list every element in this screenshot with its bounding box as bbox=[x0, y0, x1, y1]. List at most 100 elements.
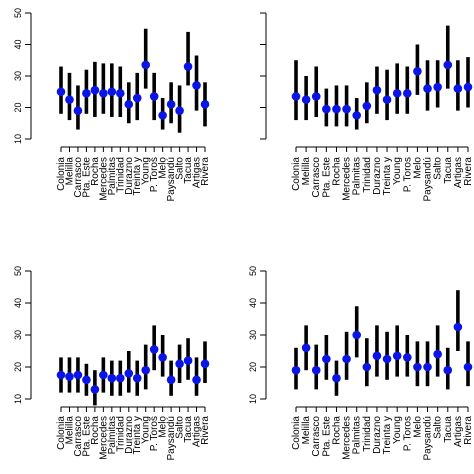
data-point bbox=[423, 84, 432, 93]
x-tick-label: Pta. Este bbox=[321, 416, 332, 457]
data-point bbox=[115, 89, 125, 98]
x-tick-label: Artigas bbox=[192, 157, 203, 188]
x-tick-label: Rivera bbox=[463, 157, 474, 186]
data-point bbox=[352, 111, 362, 120]
x-tick-label: Rivera bbox=[463, 416, 474, 445]
x-tick-label: Palmitas bbox=[352, 157, 363, 195]
x-tick-label: Tacua bbox=[183, 416, 194, 443]
data-point bbox=[423, 362, 432, 372]
x-tick-label: Tacua bbox=[443, 157, 454, 184]
data-point bbox=[443, 365, 453, 375]
data-point bbox=[402, 353, 412, 362]
x-tick-label: P. Toros bbox=[149, 157, 160, 192]
data-point bbox=[463, 82, 473, 92]
x-tick-label: Treinta y bbox=[132, 416, 143, 455]
data-point bbox=[183, 356, 193, 365]
data-point bbox=[382, 95, 392, 104]
data-point bbox=[56, 370, 66, 380]
data-point bbox=[453, 322, 463, 332]
y-tick-label: 20 bbox=[13, 102, 23, 112]
x-tick-label: Young bbox=[392, 416, 403, 444]
data-point bbox=[291, 92, 301, 101]
data-point bbox=[124, 369, 134, 378]
data-point bbox=[382, 354, 392, 364]
data-point bbox=[107, 87, 117, 97]
y-tick-label: 30 bbox=[248, 330, 258, 340]
data-point bbox=[362, 362, 372, 372]
x-tick-label: Mercedes bbox=[98, 416, 109, 460]
x-tick-label: Durazno bbox=[372, 416, 383, 454]
data-point bbox=[301, 95, 311, 104]
x-tick-label: Colonia bbox=[56, 416, 67, 450]
data-point bbox=[372, 351, 382, 361]
x-tick-label: Melilla bbox=[64, 416, 75, 445]
x-tick-label: Carrasco bbox=[73, 157, 84, 198]
data-point bbox=[124, 100, 134, 109]
data-point bbox=[183, 62, 193, 71]
data-point bbox=[362, 101, 372, 111]
data-point bbox=[322, 104, 331, 114]
x-tick-label: Salto bbox=[433, 416, 444, 439]
x-tick-label: Melo bbox=[158, 416, 169, 438]
x-tick-label: Young bbox=[141, 416, 152, 444]
x-tick-label: Carrasco bbox=[311, 157, 322, 198]
x-tick-label: Young bbox=[141, 157, 152, 185]
y-tick-label: 30 bbox=[13, 330, 23, 340]
x-tick-label: Artigas bbox=[192, 416, 203, 447]
data-point bbox=[342, 354, 351, 364]
y-tick-label: 50 bbox=[13, 8, 23, 18]
x-tick-label: Trinidad bbox=[115, 416, 126, 452]
y-tick-label: 10 bbox=[13, 134, 23, 144]
x-tick-label: Paysandú bbox=[166, 416, 177, 460]
x-tick-label: Rivera bbox=[200, 157, 211, 186]
x-tick-label: Mercedes bbox=[342, 416, 353, 460]
x-tick-label: Artigas bbox=[453, 416, 464, 447]
data-point bbox=[158, 353, 167, 362]
x-tick-label: Palmitas bbox=[107, 157, 118, 195]
data-point bbox=[322, 354, 331, 364]
panel-top-right: Colonia Melilla Carrasco Pta. Este Rocha Merc… bbox=[260, 12, 474, 201]
x-tick-label: Carrasco bbox=[311, 416, 322, 457]
x-tick-label: Durazno bbox=[124, 416, 135, 454]
data-point bbox=[352, 330, 362, 340]
x-tick-label: Carrasco bbox=[73, 416, 84, 457]
data-point bbox=[200, 359, 210, 369]
data-point bbox=[132, 373, 142, 383]
x-tick-label: Treinta y bbox=[382, 416, 393, 455]
x-tick-label: Mercedes bbox=[342, 157, 353, 201]
x-tick-label: Treinta y bbox=[382, 157, 393, 196]
data-point bbox=[149, 345, 159, 354]
data-point bbox=[332, 104, 341, 114]
data-point bbox=[132, 93, 142, 103]
data-point bbox=[311, 365, 321, 375]
data-point bbox=[463, 362, 473, 372]
y-tick-label: 20 bbox=[248, 362, 258, 372]
x-tick-label: Melilla bbox=[64, 157, 75, 186]
data-point bbox=[332, 373, 341, 383]
panel-bottom-right: 10 20 30 40 50 Colonia Melilla Carrasco Pta. Est… bbox=[248, 266, 474, 460]
x-tick-label: Durazno bbox=[124, 157, 135, 195]
x-tick-label: Colonia bbox=[56, 157, 67, 191]
x-tick-label: Rivera bbox=[200, 416, 211, 445]
data-point bbox=[82, 375, 91, 385]
x-tick-label: Treinta y bbox=[132, 157, 143, 196]
x-tick-label: Paysandú bbox=[423, 416, 434, 460]
y-tick-label: 50 bbox=[13, 266, 23, 276]
x-tick-label: Palmitas bbox=[352, 416, 363, 454]
x-tick-label: Trinidad bbox=[362, 157, 373, 193]
x-tick-label: Salto bbox=[175, 416, 186, 439]
data-point bbox=[166, 100, 176, 109]
x-tick-label: Salto bbox=[433, 157, 444, 180]
data-point bbox=[90, 385, 100, 394]
x-tick-label: Trinidad bbox=[362, 416, 373, 452]
data-point bbox=[192, 375, 201, 385]
data-point bbox=[433, 349, 442, 359]
data-point bbox=[433, 82, 442, 92]
data-point bbox=[65, 95, 74, 104]
x-tick-label: Melo bbox=[158, 157, 169, 179]
data-point bbox=[291, 365, 301, 375]
data-point bbox=[342, 104, 351, 114]
y-tick-label: 40 bbox=[13, 298, 23, 308]
